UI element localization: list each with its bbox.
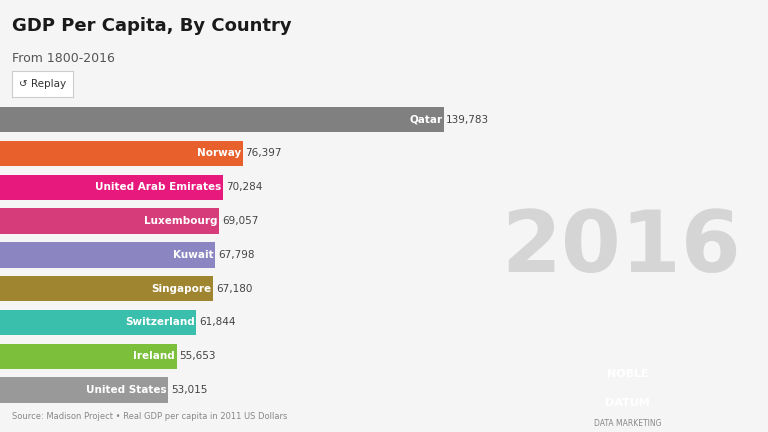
Text: 139,783: 139,783 (446, 114, 489, 125)
Text: ↺ Replay: ↺ Replay (18, 79, 66, 89)
Text: 61,844: 61,844 (199, 318, 235, 327)
Text: United Arab Emirates: United Arab Emirates (95, 182, 221, 192)
Bar (0, 378, 168, 403)
Text: 69,057: 69,057 (222, 216, 258, 226)
Text: 55,653: 55,653 (179, 351, 216, 361)
Text: 2016: 2016 (502, 207, 741, 290)
Text: Singapore: Singapore (151, 284, 212, 294)
Text: Norway: Norway (197, 149, 241, 159)
Text: Source: Madison Project • Real GDP per capita in 2011 US Dollars: Source: Madison Project • Real GDP per c… (12, 412, 287, 421)
Bar (0, 276, 214, 302)
Text: United States: United States (86, 385, 167, 395)
Text: NOBLE: NOBLE (607, 368, 649, 379)
Text: 67,180: 67,180 (216, 284, 252, 294)
Text: 67,798: 67,798 (218, 250, 254, 260)
Bar (0, 208, 219, 234)
Text: From 1800-2016: From 1800-2016 (12, 52, 114, 65)
Text: 70,284: 70,284 (226, 182, 262, 192)
Text: Switzerland: Switzerland (125, 318, 195, 327)
Text: 53,015: 53,015 (170, 385, 207, 395)
Text: DATA MARKETING: DATA MARKETING (594, 419, 662, 428)
Bar (0, 141, 243, 166)
Text: Qatar: Qatar (409, 114, 442, 125)
Text: 76,397: 76,397 (245, 149, 282, 159)
Bar (0, 107, 444, 132)
Text: Kuwait: Kuwait (173, 250, 214, 260)
Bar (0, 242, 215, 267)
Bar (0, 175, 223, 200)
Text: Luxembourg: Luxembourg (144, 216, 217, 226)
Text: GDP Per Capita, By Country: GDP Per Capita, By Country (12, 17, 291, 35)
Text: Ireland: Ireland (134, 351, 175, 361)
Text: DATUM: DATUM (605, 398, 650, 408)
Bar (0, 310, 197, 335)
Bar (0, 343, 177, 369)
